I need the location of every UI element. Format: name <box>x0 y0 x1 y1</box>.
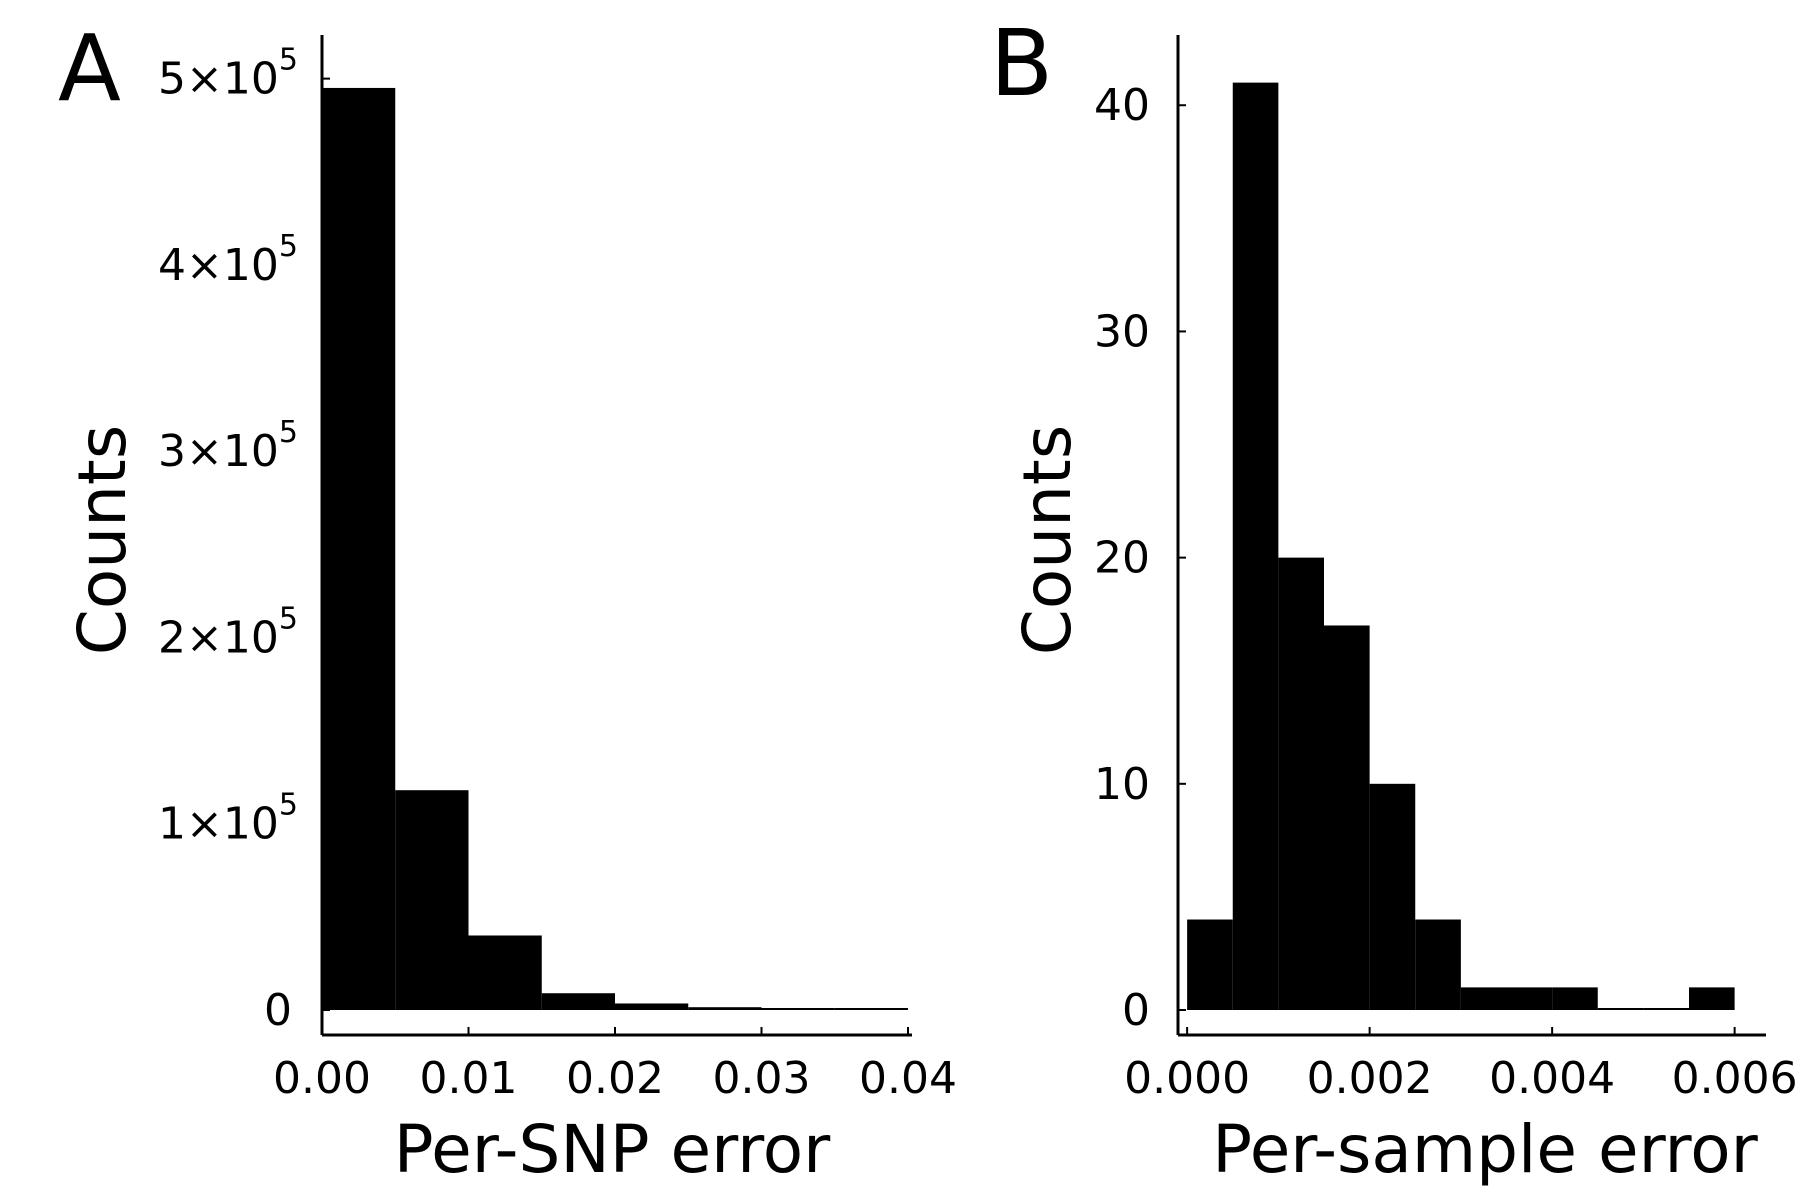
panel-a-x-ticks: 0.00 0.01 0.02 0.03 0.04 <box>273 1027 957 1104</box>
panel-a-bar-7 <box>834 1008 908 1010</box>
panel-b-y-tick-label-0: 0 <box>1122 985 1150 1036</box>
panel-b-bar-10 <box>1643 1008 1689 1010</box>
panel-a-bar-2 <box>468 935 542 1010</box>
panel-b-y-ticks: 0 10 20 30 40 <box>1094 80 1186 1036</box>
panel-b-bar-4 <box>1369 783 1416 1010</box>
panel-b-axes <box>1176 35 1766 1037</box>
panel-a-bar-3 <box>541 993 615 1010</box>
panel-a-bar-0 <box>322 87 396 1011</box>
panel-b-bar-11 <box>1689 987 1735 1010</box>
panel-b-bar-5 <box>1415 919 1461 1010</box>
panel-b-bar-9 <box>1597 1008 1644 1010</box>
panel-b-x-tick-label-2: 0.004 <box>1489 1053 1615 1104</box>
panel-a-histogram: A Counts Per-SNP error 0 1×105 2×105 3×105 4… <box>58 15 957 1188</box>
panel-a-y-tick-label-1: 1×105 <box>158 788 298 850</box>
panel-b-bar-2 <box>1278 557 1324 1010</box>
panel-b-bar-1 <box>1232 82 1279 1011</box>
panel-b-y-tick-label-1: 10 <box>1094 759 1150 810</box>
panel-b-x-tick-label-1: 0.002 <box>1307 1053 1433 1104</box>
panel-b-bar-3 <box>1324 625 1370 1010</box>
panel-a-y-tick-label-5: 5×105 <box>158 43 298 105</box>
panel-a-bars <box>322 87 908 1011</box>
panel-a-y-tick-label-4: 4×105 <box>158 229 298 291</box>
panel-b-x-tick-label-0: 0.000 <box>1124 1053 1250 1104</box>
panel-b-y-tick-label-4: 40 <box>1094 80 1150 131</box>
panel-b-x-axis-label: Per-sample error <box>1212 1111 1758 1188</box>
panel-b-bar-0 <box>1187 919 1233 1010</box>
panel-a-x-tick-label-2: 0.02 <box>566 1053 664 1104</box>
panel-b-x-tick-label-3: 0.006 <box>1672 1053 1798 1104</box>
panel-b-letter: B <box>990 10 1053 117</box>
panel-a-y-ticks: 0 1×105 2×105 3×105 4×105 5×105 <box>158 43 330 1036</box>
panel-a-y-tick-label-2: 2×105 <box>158 601 298 663</box>
panel-a-x-tick-label-0: 0.00 <box>273 1053 371 1104</box>
panel-a-bar-6 <box>761 1008 835 1010</box>
panel-a-bar-5 <box>688 1007 762 1010</box>
panel-b-bar-8 <box>1552 987 1598 1010</box>
panel-a-x-tick-label-4: 0.04 <box>859 1053 957 1104</box>
panel-b-bar-7 <box>1506 987 1553 1010</box>
panel-a-y-tick-label-3: 3×105 <box>158 415 298 477</box>
panel-a-y-axis-label: Counts <box>64 425 141 655</box>
panel-a-y-tick-label-0: 0 <box>264 985 292 1036</box>
panel-a-x-tick-label-1: 0.01 <box>420 1053 518 1104</box>
panel-a-x-tick-label-3: 0.03 <box>713 1053 811 1104</box>
panel-a-bar-4 <box>615 1003 689 1010</box>
panel-a-letter: A <box>58 15 121 122</box>
panel-b-x-ticks: 0.000 0.002 0.004 0.006 <box>1124 1027 1798 1104</box>
panel-b-y-tick-label-3: 30 <box>1094 306 1150 357</box>
panel-a-x-axis-label: Per-SNP error <box>394 1111 831 1188</box>
panel-a-axes <box>320 35 912 1037</box>
panel-b-bars <box>1187 82 1735 1011</box>
panel-b-y-axis-label: Counts <box>1009 425 1086 655</box>
panel-a-bar-1 <box>395 790 469 1010</box>
panel-b-bar-6 <box>1460 987 1507 1010</box>
panel-b-y-tick-label-2: 20 <box>1094 533 1150 584</box>
panel-b-histogram: B Counts Per-sample error 0 10 20 30 40 0.00… <box>990 10 1798 1188</box>
